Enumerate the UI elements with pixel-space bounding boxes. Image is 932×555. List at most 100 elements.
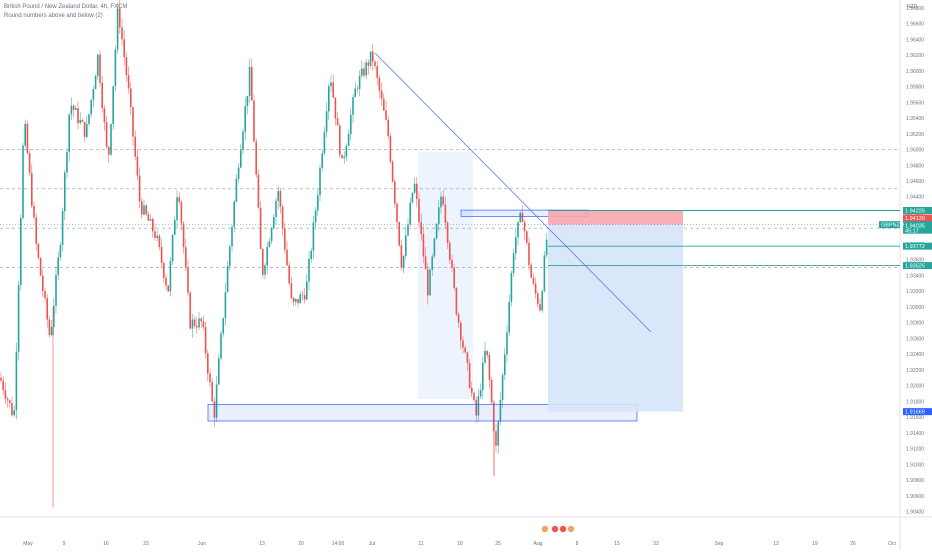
candle-body — [123, 39, 125, 58]
event-badge-icon[interactable] — [551, 525, 559, 533]
event-badge-icon[interactable] — [559, 525, 567, 533]
candle-body — [383, 98, 385, 111]
candle-body — [479, 390, 482, 397]
candle-body — [125, 57, 128, 76]
x-tick-label: 23 — [143, 541, 149, 547]
price-tag-label: 1.94225 — [905, 208, 925, 214]
candle-body — [2, 380, 4, 391]
candle-body — [284, 228, 286, 250]
candle-body — [251, 66, 253, 101]
candle-body — [220, 333, 222, 359]
candle-body — [134, 136, 136, 157]
candle-body — [138, 175, 141, 202]
symbol-tag — [879, 221, 900, 229]
candle-body — [477, 396, 480, 416]
x-tick-label: 16 — [103, 541, 109, 547]
candle-body — [167, 285, 169, 292]
candle-body — [526, 231, 528, 243]
candle-body — [391, 161, 394, 182]
candle-body — [255, 141, 257, 175]
event-badge-icon[interactable] — [567, 525, 575, 533]
candle-body — [50, 326, 53, 336]
candle-body — [61, 211, 64, 246]
candle-body — [59, 245, 62, 258]
candle-body — [444, 204, 447, 223]
candle-body — [460, 322, 462, 341]
candle-body — [504, 354, 506, 375]
candle-body — [64, 172, 66, 212]
candle-body — [473, 392, 475, 401]
candle-body — [218, 358, 220, 385]
candle-body — [53, 305, 55, 327]
candle-body — [321, 153, 323, 168]
candle-body — [339, 125, 341, 155]
stop-loss-zone[interactable] — [548, 210, 683, 225]
candle-body — [275, 200, 277, 218]
candle-body — [499, 399, 502, 422]
candle-body — [154, 231, 156, 238]
candle-body — [57, 257, 59, 276]
candle-body — [105, 122, 108, 147]
x-tick-label: 22 — [653, 541, 659, 547]
candle-body — [116, 8, 119, 50]
y-tick-label: 1.95200 — [906, 132, 924, 138]
candle-body — [440, 196, 442, 208]
candle-body — [453, 267, 455, 288]
candle-body — [521, 212, 524, 223]
candle-body — [253, 100, 255, 142]
candle-body — [341, 154, 343, 159]
y-tick-label: 1.93400 — [906, 273, 924, 279]
x-tick-label: 15 — [614, 541, 620, 547]
support-zone[interactable] — [207, 404, 638, 422]
candle-body — [86, 123, 88, 137]
candle-body — [156, 235, 158, 238]
y-tick-label: 1.96600 — [906, 22, 924, 28]
price-tag — [903, 221, 932, 229]
candle-body — [264, 265, 266, 275]
price-tag-label: 1.93525 — [905, 264, 925, 270]
candle-body — [442, 196, 444, 205]
event-badge-icon[interactable] — [541, 525, 549, 533]
y-tick-label: 1.90400 — [906, 509, 924, 515]
candle-body — [99, 54, 101, 83]
candle-body — [79, 120, 81, 123]
y-tick-label: 1.91000 — [906, 462, 924, 468]
x-tick-label: 12 — [773, 541, 779, 547]
candle-body — [112, 86, 114, 124]
x-tick-label: 14:00 — [332, 541, 345, 547]
candle-body — [301, 294, 304, 296]
candle-body — [174, 220, 176, 235]
y-tick-label: 1.92000 — [906, 384, 924, 390]
candle-body — [416, 183, 418, 199]
candle-body — [70, 105, 73, 115]
candle-body — [33, 205, 35, 218]
candle-body — [72, 105, 75, 110]
candle-body — [191, 319, 194, 329]
take-profit-zone[interactable] — [548, 224, 683, 412]
candle-body — [160, 247, 163, 263]
candle-body — [475, 400, 477, 416]
candle-body — [266, 246, 268, 266]
candle-body — [462, 340, 464, 348]
candle-body — [211, 382, 213, 402]
trendline[interactable] — [374, 52, 652, 333]
y-tick-label: 1.96200 — [906, 53, 924, 59]
candle-body — [356, 88, 359, 90]
candle-body — [361, 68, 363, 76]
candle-body — [121, 27, 123, 40]
candle-body — [303, 295, 306, 300]
y-tick-label: 1.91200 — [906, 447, 924, 453]
candle-body — [409, 202, 411, 225]
y-tick-label: 1.92200 — [906, 368, 924, 374]
candle-body — [288, 265, 290, 284]
candle-body — [376, 66, 378, 78]
candle-body — [92, 89, 95, 100]
candle-body — [543, 255, 546, 292]
candle-body — [541, 291, 543, 311]
candle-body — [519, 212, 521, 223]
candle-body — [490, 379, 493, 403]
currency-label: NZD — [907, 4, 918, 10]
candle-body — [310, 250, 312, 259]
